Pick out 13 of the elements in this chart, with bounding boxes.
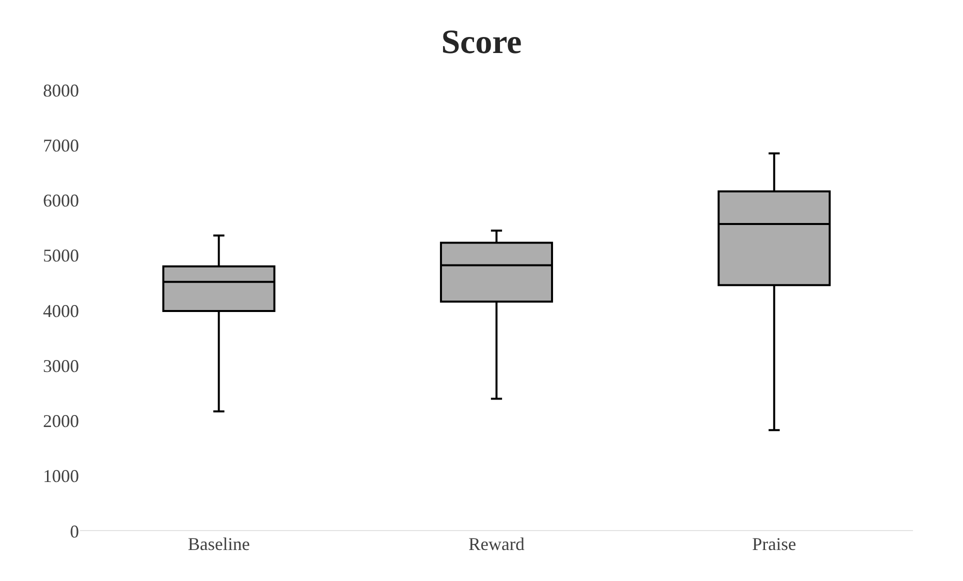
x-tick-label: Baseline [188, 534, 250, 554]
y-tick-label: 1000 [43, 466, 79, 486]
chart-title: Score [441, 24, 522, 61]
y-tick-label: 8000 [43, 80, 79, 100]
y-tick-label: 2000 [43, 411, 79, 432]
y-tick-label: 7000 [43, 135, 79, 156]
y-tick-label: 0 [70, 521, 79, 542]
x-tick-label: Reward [468, 534, 524, 554]
y-tick-label: 6000 [43, 190, 79, 211]
x-tick-label: Praise [752, 534, 796, 554]
y-tick-label: 5000 [43, 246, 79, 266]
y-tick-label: 3000 [43, 356, 79, 376]
y-tick-label: 4000 [43, 300, 79, 321]
